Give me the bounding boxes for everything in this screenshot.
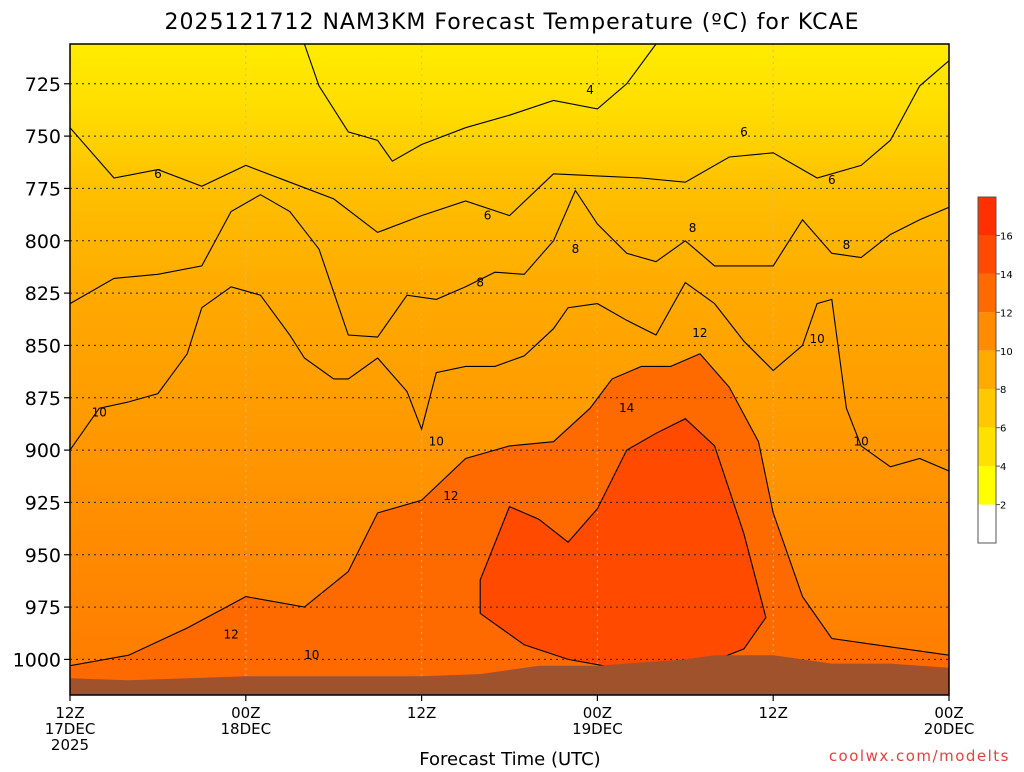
x-tick-label-12-0: 00Z [231,704,260,722]
contour-label-8-0: 8 [476,276,484,290]
contour-line-8 [70,189,949,338]
x-tick-label-0-2: 2025 [51,736,89,754]
colorbar-label-2: 2 [1000,501,1006,512]
contour-label-6-0: 6 [154,167,162,181]
plot-frame [69,43,950,696]
x-tick-label-36-0: 00Z [583,704,612,722]
contour-label-14-0: 14 [619,401,634,415]
y-tick-label-975: 975 [25,597,61,619]
colorbar-swatch-4 [978,350,996,390]
contour-line-12 [70,353,949,667]
x-axis-label: Forecast Time (UTC) [419,749,600,768]
contour-label-layer: 4 6 6 6 6 8 8 8 8 10 10 10 10 10 12 12 12 14 [92,83,869,662]
chart-title: 2025121712 NAM3KM Forecast Temperature (… [165,10,860,35]
credit-text: coolwx.com/modelts [829,747,1010,765]
contour-label-12-1: 12 [443,489,458,503]
y-tick-label-775: 775 [25,178,61,200]
x-tick-label-48-0: 12Z [759,704,788,722]
contour-label-10-0: 10 [92,405,107,419]
contour-label-10-2: 10 [304,648,319,662]
y-tick-label-725: 725 [25,74,61,96]
colorbar-label-10: 10 [1000,347,1013,358]
contour-line-6 [70,60,949,234]
y-tick-label-1000: 1000 [13,649,61,671]
y-tick-label-850: 850 [25,335,61,357]
x-tick-label-12-1: 18DEC [221,720,272,738]
contour-fill-layer [70,353,949,695]
colorbar-swatch-7 [978,235,996,274]
y-tick-label-925: 925 [25,492,61,514]
y-axis: 725 750 775 800 825 850 875 900 925 950 975 1000 [13,74,70,671]
y-tick-label-825: 825 [25,283,61,305]
contour-fill-14 [480,418,766,672]
contour-label-8-1: 8 [572,242,580,256]
contour-label-8-3: 8 [843,238,851,252]
x-tick-label-24-0: 12Z [407,704,436,722]
y-tick-label-900: 900 [25,440,61,462]
y-tick-label-875: 875 [25,388,61,410]
colorbar-frame [977,196,997,544]
contour-label-12-0: 12 [224,627,239,641]
colorbar-swatch-8 [978,197,996,236]
contour-label-12-2: 12 [692,326,707,340]
contour-label-10-3: 10 [810,332,825,346]
contour-label-6-2: 6 [740,125,748,139]
colorbar-swatch-0 [978,504,996,543]
x-tick-label-0-1: 17DEC [45,720,96,738]
contour-label-8-2: 8 [689,221,697,235]
colorbar-swatch-1 [978,466,996,505]
x-tick-label-36-1: 19DEC [572,720,623,738]
plot-area: 4 6 6 6 6 8 8 8 8 10 10 10 10 10 12 12 12 14 [70,44,949,695]
contour-label-10-1: 10 [429,435,444,449]
x-tick-label-60-0: 00Z [934,704,963,722]
colorbar-label-14: 14 [1000,270,1013,281]
colorbar-label-6: 6 [1000,424,1006,435]
contour-line-4 [303,44,657,162]
colorbar: 2 4 6 8 10 12 14 16 [977,196,1013,544]
colorbar-label-8: 8 [1000,385,1006,396]
x-tick-label-0-0: 12Z [55,704,84,722]
contour-line-layer [70,44,949,673]
colorbar-label-16: 16 [1000,231,1013,242]
contour-line-14 [479,418,767,673]
colorbar-swatch-6 [978,273,996,313]
y-tick-label-750: 750 [25,126,61,148]
y-tick-label-950: 950 [25,545,61,567]
contour-label-4-0: 4 [586,83,594,97]
colorbar-label-12: 12 [1000,308,1013,319]
x-tick-label-60-1: 20DEC [924,720,975,738]
colorbar-label-4: 4 [1000,462,1006,473]
y-tick-label-800: 800 [25,231,61,253]
contour-line-10 [70,281,949,472]
contour-label-6-1: 6 [484,209,492,223]
terrain-surface [70,655,949,695]
contour-label-6-3: 6 [828,173,836,187]
colorbar-swatch-3 [978,389,996,428]
colorbar-swatch-5 [978,312,996,351]
colorbar-swatch-2 [978,427,996,467]
contour-label-10-4: 10 [853,435,868,449]
